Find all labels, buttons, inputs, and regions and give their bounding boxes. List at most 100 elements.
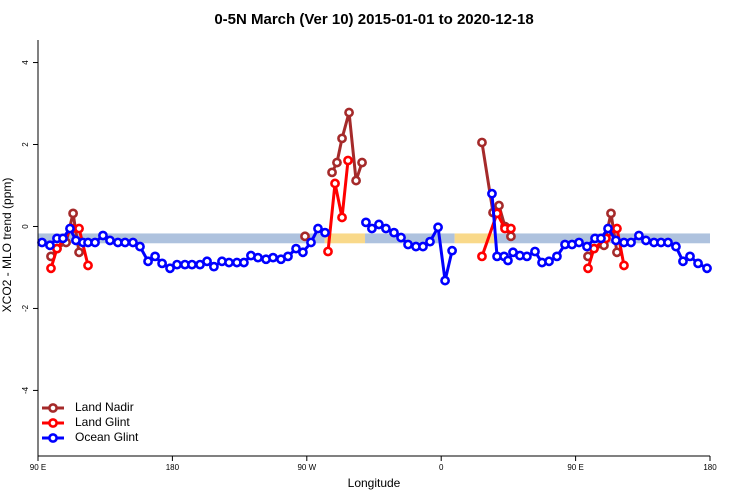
x-tick-label: 90 E [567, 463, 583, 472]
data-point [313, 223, 323, 234]
data-point [143, 256, 153, 267]
data-point [477, 251, 487, 262]
data-point [396, 232, 406, 243]
band-segment [324, 233, 366, 244]
data-point [135, 241, 145, 252]
data-point [351, 175, 361, 186]
data-point [306, 237, 316, 248]
data-point [582, 241, 592, 252]
data-point [685, 251, 695, 262]
data-point [253, 252, 263, 263]
data-point [83, 260, 93, 271]
data-point [46, 263, 56, 274]
data-point [209, 261, 219, 272]
data-point [552, 251, 562, 262]
data-point [381, 223, 391, 234]
data-point [389, 227, 399, 238]
data-point [506, 223, 516, 234]
data-point [283, 251, 293, 262]
data-point [37, 237, 47, 248]
y-tick-label: 4 [21, 60, 30, 65]
data-point [74, 247, 84, 258]
data-point [337, 133, 347, 144]
data-point [332, 157, 342, 168]
data-point [671, 241, 681, 252]
data-point [678, 256, 688, 267]
data-point [641, 235, 651, 246]
legend-marker [48, 403, 58, 413]
y-tick-label: 0 [21, 224, 30, 229]
plot-area [37, 107, 712, 286]
data-point [239, 257, 249, 268]
legend-marker [48, 433, 58, 443]
data-point [65, 223, 75, 234]
data-point [544, 256, 554, 267]
data-point [343, 155, 353, 166]
data-point [494, 200, 504, 211]
y-tick-label: -2 [21, 304, 30, 312]
band-segment [38, 233, 325, 244]
x-tick-label: 180 [166, 463, 180, 472]
data-point [418, 241, 428, 252]
data-point [606, 208, 616, 219]
data-point [157, 258, 167, 269]
data-point [165, 263, 175, 274]
data-point [596, 233, 606, 244]
data-point [487, 188, 497, 199]
y-tick-label: 2 [21, 142, 30, 147]
x-tick-label: 90 W [297, 463, 316, 472]
y-axis-label: XCO2 - MLO trend (ppm) [0, 178, 14, 313]
data-point [503, 255, 513, 266]
data-point [330, 178, 340, 189]
data-point [128, 237, 138, 248]
data-point [603, 223, 613, 234]
data-point [433, 222, 443, 233]
data-point [403, 239, 413, 250]
data-point [58, 233, 68, 244]
data-point [323, 246, 333, 257]
data-point [611, 235, 621, 246]
data-point [626, 237, 636, 248]
data-point [522, 251, 532, 262]
data-point [224, 257, 234, 268]
data-point [327, 167, 337, 178]
data-point [634, 230, 644, 241]
data-point [150, 251, 160, 262]
data-point [425, 236, 435, 247]
x-tick-label: 90 E [30, 463, 46, 472]
legend-label: Land Glint [75, 415, 130, 429]
data-point [98, 230, 108, 241]
data-point [337, 212, 347, 223]
data-point [120, 237, 130, 248]
band-segment [454, 233, 495, 244]
data-point [367, 223, 377, 234]
data-point [268, 252, 278, 263]
data-point [187, 259, 197, 270]
x-axis-label: Longitude [348, 476, 401, 490]
data-point [105, 235, 115, 246]
data-point [74, 223, 84, 234]
data-point [619, 260, 629, 271]
data-point [300, 231, 310, 242]
data-point [357, 157, 367, 168]
data-point [320, 227, 330, 238]
legend-label: Land Nadir [75, 400, 134, 414]
band-segment [365, 233, 455, 244]
data-point [298, 247, 308, 258]
data-point [506, 231, 516, 242]
data-point [45, 240, 55, 251]
data-point [344, 107, 354, 118]
chart-title: 0-5N March (Ver 10) 2015-01-01 to 2020-1… [214, 11, 533, 28]
legend-label: Ocean Glint [75, 430, 139, 444]
data-point [68, 208, 78, 219]
data-point [374, 219, 384, 230]
data-point [447, 245, 458, 256]
data-point [583, 263, 593, 274]
data-point [663, 237, 673, 248]
data-point [202, 256, 212, 267]
data-point [90, 237, 100, 248]
data-point [693, 258, 703, 269]
data-point [477, 137, 487, 148]
data-point [530, 246, 540, 257]
